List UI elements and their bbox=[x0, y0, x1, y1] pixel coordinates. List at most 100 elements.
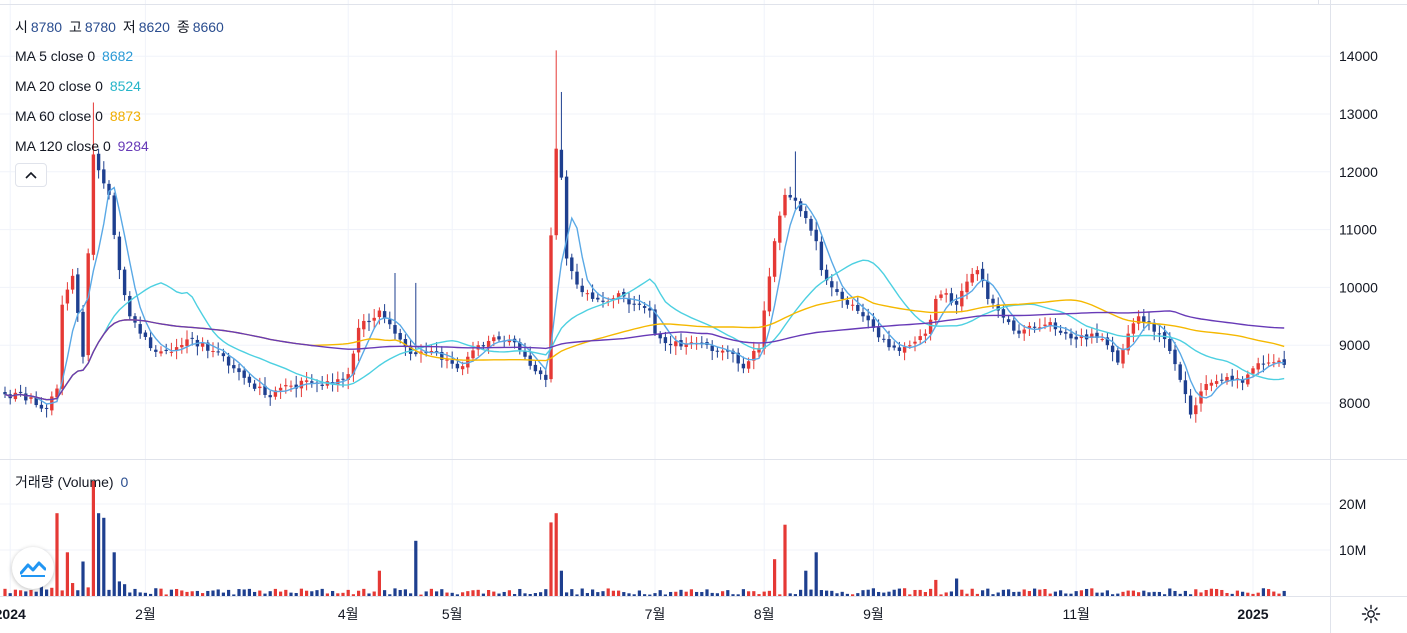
volume-bar bbox=[684, 591, 688, 596]
volume-bar bbox=[1100, 592, 1104, 596]
tradingview-logo[interactable] bbox=[12, 547, 54, 589]
candle-body bbox=[746, 361, 751, 369]
candle-body bbox=[81, 311, 85, 357]
volume-bar bbox=[939, 594, 943, 596]
settings-button[interactable] bbox=[1359, 602, 1383, 626]
volume-bar bbox=[544, 589, 548, 596]
volume-bar bbox=[757, 594, 761, 596]
candle-body bbox=[1032, 326, 1037, 328]
candle-body bbox=[388, 319, 392, 325]
candle-body bbox=[658, 333, 662, 339]
candle-body bbox=[497, 336, 501, 340]
volume-bar bbox=[513, 594, 517, 596]
volume-bar bbox=[923, 592, 927, 596]
volume-bar bbox=[237, 589, 241, 596]
ma5-label: MA 5 close 0 bbox=[15, 48, 96, 64]
candle-body bbox=[304, 380, 309, 382]
volume-bar bbox=[788, 593, 792, 596]
ma120-value: 9284 bbox=[117, 138, 149, 154]
volume-bar bbox=[175, 588, 179, 596]
collapse-legend-button[interactable] bbox=[15, 163, 47, 187]
candle-body bbox=[798, 201, 803, 212]
candlestick-series bbox=[3, 50, 1286, 423]
volume-bar bbox=[913, 589, 917, 596]
volume-bars bbox=[3, 481, 1286, 596]
ma120-legend[interactable]: MA 120 close 0 9284 bbox=[15, 137, 152, 155]
candle-body bbox=[1048, 322, 1052, 327]
candle-body bbox=[330, 382, 335, 384]
volume-bar bbox=[1126, 590, 1130, 596]
volume-bar bbox=[133, 588, 137, 596]
candle-body bbox=[408, 345, 413, 354]
volume-bar bbox=[29, 590, 33, 596]
volume-bar bbox=[570, 589, 574, 596]
volume-bar bbox=[424, 591, 428, 596]
candle-body bbox=[107, 183, 111, 195]
volume-bar bbox=[383, 590, 387, 596]
volume-bar bbox=[253, 591, 257, 596]
candle-body bbox=[544, 374, 548, 380]
candle-body bbox=[887, 339, 891, 348]
volume-bar bbox=[549, 522, 553, 596]
candle-body bbox=[1209, 382, 1214, 386]
volume-bar bbox=[206, 590, 210, 596]
time-tick-label: 5월 bbox=[442, 606, 463, 622]
candle-body bbox=[44, 407, 49, 409]
candle-body bbox=[637, 303, 642, 305]
candle-body bbox=[580, 285, 584, 293]
candle-body bbox=[128, 295, 132, 317]
volume-bar bbox=[705, 589, 709, 596]
volume-bar bbox=[284, 589, 288, 596]
volume-bar bbox=[533, 593, 537, 596]
volume-bar bbox=[1007, 589, 1011, 596]
candle-body bbox=[1240, 379, 1245, 383]
candle-body bbox=[1272, 362, 1276, 364]
candle-body bbox=[575, 271, 579, 285]
candle-body bbox=[278, 387, 283, 391]
candle-body bbox=[934, 298, 938, 321]
candle-body bbox=[252, 383, 257, 389]
volume-bar bbox=[1017, 591, 1021, 596]
candle-body bbox=[393, 325, 397, 334]
candle-body bbox=[845, 300, 850, 305]
candle-body bbox=[902, 346, 907, 353]
volume-bar bbox=[341, 592, 345, 596]
candle-body bbox=[601, 300, 605, 302]
candle-body bbox=[190, 337, 194, 339]
volume-bar bbox=[232, 594, 236, 596]
volume-bar bbox=[674, 591, 678, 596]
volume-bar bbox=[908, 594, 912, 596]
ma60-legend[interactable]: MA 60 close 0 8873 bbox=[15, 107, 144, 125]
candle-body bbox=[18, 391, 23, 393]
volume-bar bbox=[180, 590, 184, 596]
candle-body bbox=[590, 292, 595, 299]
candle-body bbox=[627, 298, 631, 305]
candle-body bbox=[263, 385, 267, 395]
volume-bar bbox=[601, 591, 605, 596]
volume-bar bbox=[1137, 592, 1141, 596]
candle-body bbox=[206, 342, 210, 351]
volume-bar bbox=[1069, 593, 1073, 596]
price-tick-label: 12000 bbox=[1339, 164, 1378, 180]
candle-body bbox=[320, 384, 324, 386]
volume-bar bbox=[752, 591, 756, 596]
candle-body bbox=[180, 345, 184, 348]
volume-bar bbox=[476, 589, 480, 596]
volume-bar bbox=[648, 594, 652, 596]
volume-legend[interactable]: 거래량 (Volume) 0 bbox=[15, 473, 131, 491]
volume-bar bbox=[762, 591, 766, 596]
candle-body bbox=[533, 364, 538, 372]
volume-bar bbox=[429, 588, 433, 596]
volume-bar bbox=[435, 591, 439, 596]
volume-bar bbox=[793, 594, 797, 596]
volume-bar bbox=[450, 592, 454, 596]
open-value: 8780 bbox=[30, 19, 63, 35]
candle-body bbox=[564, 176, 569, 259]
volume-bar bbox=[8, 593, 12, 596]
volume-bar bbox=[1095, 592, 1099, 596]
ma20-legend[interactable]: MA 20 close 0 8524 bbox=[15, 77, 144, 95]
candle-body bbox=[866, 315, 870, 321]
volume-bar bbox=[835, 593, 839, 596]
ma5-legend[interactable]: MA 5 close 0 8682 bbox=[15, 47, 136, 65]
